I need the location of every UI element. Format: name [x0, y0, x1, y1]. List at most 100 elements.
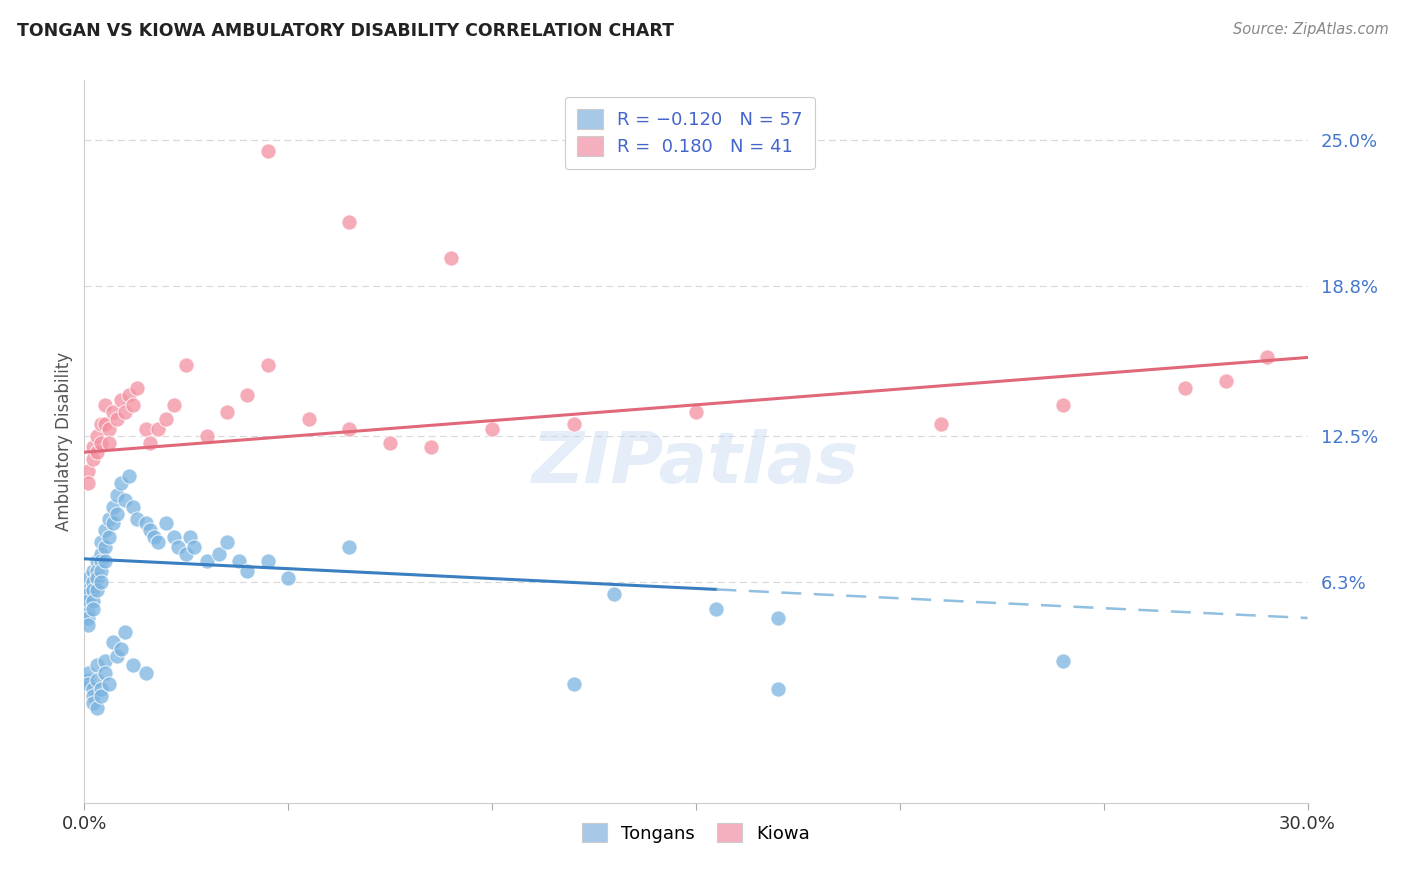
Point: [82, 689, 104, 703]
Point: [155, 412, 177, 426]
Point: [93, 398, 115, 412]
Point: [77, 673, 100, 687]
Point: [174, 547, 197, 561]
Point: [183, 540, 205, 554]
Point: [706, 601, 728, 615]
Point: [127, 381, 149, 395]
Point: [86, 658, 108, 673]
Point: [380, 435, 402, 450]
Point: [77, 607, 100, 621]
Point: [142, 531, 165, 545]
Point: [97, 435, 120, 450]
Point: [105, 507, 128, 521]
Point: [481, 421, 503, 435]
Point: [257, 358, 280, 372]
Point: [101, 405, 124, 419]
Point: [77, 665, 100, 680]
Point: [82, 452, 104, 467]
Point: [86, 564, 108, 578]
Point: [1052, 654, 1074, 668]
Point: [339, 540, 361, 554]
Point: [562, 417, 585, 431]
Point: [127, 511, 149, 525]
Point: [93, 665, 115, 680]
Point: [86, 673, 108, 687]
Point: [766, 682, 789, 697]
Point: [93, 524, 115, 538]
Point: [138, 524, 160, 538]
Point: [174, 358, 197, 372]
Point: [118, 388, 141, 402]
Point: [93, 654, 115, 668]
Point: [217, 535, 239, 549]
Point: [163, 531, 186, 545]
Point: [179, 531, 201, 545]
Point: [90, 554, 112, 568]
Point: [90, 564, 112, 578]
Point: [101, 634, 124, 648]
Point: [77, 475, 100, 490]
Point: [138, 435, 160, 450]
Point: [339, 421, 361, 435]
Point: [146, 535, 169, 549]
Point: [277, 571, 299, 585]
Point: [86, 445, 108, 459]
Point: [77, 611, 100, 625]
Point: [105, 488, 128, 502]
Point: [77, 618, 100, 632]
Point: [236, 388, 259, 402]
Point: [90, 535, 112, 549]
Point: [97, 421, 120, 435]
Point: [86, 582, 108, 597]
Point: [97, 677, 120, 691]
Point: [1174, 381, 1197, 395]
Point: [1052, 398, 1074, 412]
Point: [114, 405, 136, 419]
Point: [122, 398, 145, 412]
Point: [236, 564, 259, 578]
Point: [110, 475, 132, 490]
Point: [135, 421, 157, 435]
Point: [77, 582, 100, 597]
Point: [1256, 351, 1278, 365]
Point: [77, 464, 100, 478]
Text: Source: ZipAtlas.com: Source: ZipAtlas.com: [1233, 22, 1389, 37]
Point: [90, 417, 112, 431]
Point: [217, 405, 239, 419]
Point: [93, 540, 115, 554]
Point: [97, 511, 120, 525]
Point: [90, 682, 112, 697]
Point: [228, 554, 250, 568]
Point: [86, 554, 108, 568]
Point: [195, 428, 218, 442]
Point: [97, 531, 120, 545]
Point: [766, 611, 789, 625]
Point: [86, 701, 108, 715]
Point: [82, 575, 104, 590]
Point: [562, 677, 585, 691]
Point: [90, 575, 112, 590]
Point: [101, 516, 124, 531]
Point: [298, 412, 321, 426]
Point: [1215, 374, 1237, 388]
Point: [82, 601, 104, 615]
Point: [105, 412, 128, 426]
Text: ZIPatlas: ZIPatlas: [533, 429, 859, 498]
Point: [110, 393, 132, 408]
Point: [93, 417, 115, 431]
Point: [77, 571, 100, 585]
Point: [146, 421, 169, 435]
Point: [90, 435, 112, 450]
Point: [90, 689, 112, 703]
Point: [82, 564, 104, 578]
Legend: Tongans, Kiowa: Tongans, Kiowa: [569, 810, 823, 855]
Point: [603, 587, 626, 601]
Point: [135, 516, 157, 531]
Point: [77, 594, 100, 608]
Point: [86, 571, 108, 585]
Point: [82, 594, 104, 608]
Point: [93, 554, 115, 568]
Point: [82, 582, 104, 597]
Point: [339, 215, 361, 229]
Point: [86, 428, 108, 442]
